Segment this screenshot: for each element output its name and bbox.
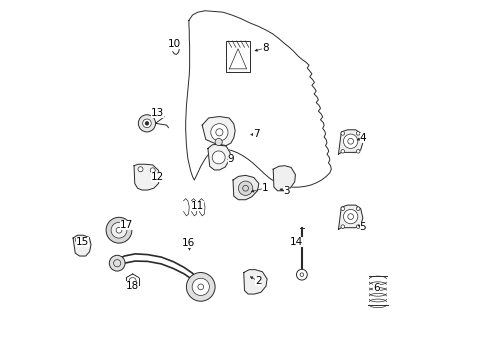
Bar bbox=[225, 41, 250, 72]
Polygon shape bbox=[338, 205, 362, 229]
Text: 3: 3 bbox=[283, 186, 289, 197]
Text: 4: 4 bbox=[359, 133, 366, 143]
Circle shape bbox=[215, 138, 222, 145]
Text: 17: 17 bbox=[120, 220, 133, 230]
Polygon shape bbox=[134, 164, 160, 190]
Circle shape bbox=[142, 119, 151, 128]
Text: 18: 18 bbox=[126, 281, 139, 291]
Polygon shape bbox=[233, 175, 258, 200]
Text: 8: 8 bbox=[262, 43, 268, 53]
Circle shape bbox=[343, 134, 357, 148]
Text: 9: 9 bbox=[227, 154, 234, 164]
Text: 2: 2 bbox=[254, 276, 261, 286]
Circle shape bbox=[238, 181, 252, 195]
Circle shape bbox=[192, 278, 209, 296]
Text: 5: 5 bbox=[359, 222, 366, 232]
Polygon shape bbox=[202, 117, 235, 146]
Circle shape bbox=[296, 269, 306, 280]
Circle shape bbox=[75, 238, 80, 242]
Circle shape bbox=[356, 225, 359, 228]
Circle shape bbox=[343, 210, 357, 224]
Text: 11: 11 bbox=[190, 201, 203, 211]
Text: 1: 1 bbox=[262, 183, 268, 193]
Circle shape bbox=[356, 149, 359, 153]
Circle shape bbox=[138, 115, 155, 132]
Circle shape bbox=[116, 227, 122, 233]
Circle shape bbox=[111, 222, 126, 238]
Circle shape bbox=[340, 225, 344, 228]
Circle shape bbox=[150, 168, 155, 173]
Circle shape bbox=[138, 167, 142, 172]
Polygon shape bbox=[73, 235, 91, 256]
Text: 7: 7 bbox=[252, 129, 259, 139]
Circle shape bbox=[356, 207, 359, 211]
Circle shape bbox=[356, 132, 359, 135]
Text: 6: 6 bbox=[372, 283, 379, 293]
Polygon shape bbox=[207, 144, 230, 170]
Circle shape bbox=[340, 132, 344, 135]
Circle shape bbox=[106, 217, 132, 243]
Text: 15: 15 bbox=[76, 237, 89, 247]
Circle shape bbox=[210, 124, 227, 141]
Circle shape bbox=[145, 122, 148, 125]
Text: 14: 14 bbox=[289, 237, 303, 247]
Circle shape bbox=[186, 273, 215, 301]
Circle shape bbox=[84, 239, 89, 244]
Circle shape bbox=[212, 151, 224, 164]
Polygon shape bbox=[244, 270, 266, 294]
Circle shape bbox=[340, 207, 344, 211]
Text: 16: 16 bbox=[182, 238, 195, 248]
Polygon shape bbox=[338, 130, 362, 154]
Text: 10: 10 bbox=[168, 40, 181, 49]
Text: 12: 12 bbox=[151, 172, 164, 182]
Circle shape bbox=[109, 255, 125, 271]
Circle shape bbox=[340, 149, 344, 153]
Polygon shape bbox=[273, 166, 295, 191]
Text: 13: 13 bbox=[151, 108, 164, 118]
